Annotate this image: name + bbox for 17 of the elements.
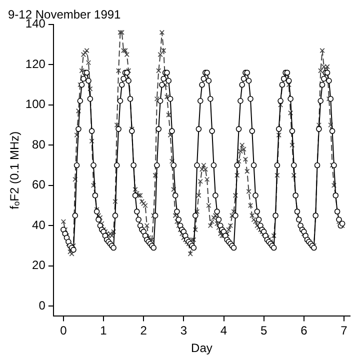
y-axis-title: fₒF2 (0.1 MHz) xyxy=(8,131,22,210)
x-axis-title: Day xyxy=(191,341,212,356)
x-tick-label: 4 xyxy=(220,324,228,338)
x-tick-label: 1 xyxy=(100,324,108,338)
y-tick-label: 60 xyxy=(32,178,46,192)
y-tick-label: 100 xyxy=(25,97,46,112)
y-tick-label: 20 xyxy=(32,258,46,272)
y-tick-label: 80 xyxy=(32,137,46,152)
x-tick-label: 7 xyxy=(340,324,348,338)
x-tick-label: 0 xyxy=(60,324,68,338)
x-tick-label: 2 xyxy=(140,324,148,338)
y-tick-label: 40 xyxy=(32,218,46,232)
x-tick-label: 6 xyxy=(300,324,308,338)
y-tick-label: 0 xyxy=(38,298,46,312)
y-tick-label: 120 xyxy=(25,56,46,71)
x-tick-label: 3 xyxy=(180,324,188,338)
x-tick-label: 5 xyxy=(260,324,268,338)
